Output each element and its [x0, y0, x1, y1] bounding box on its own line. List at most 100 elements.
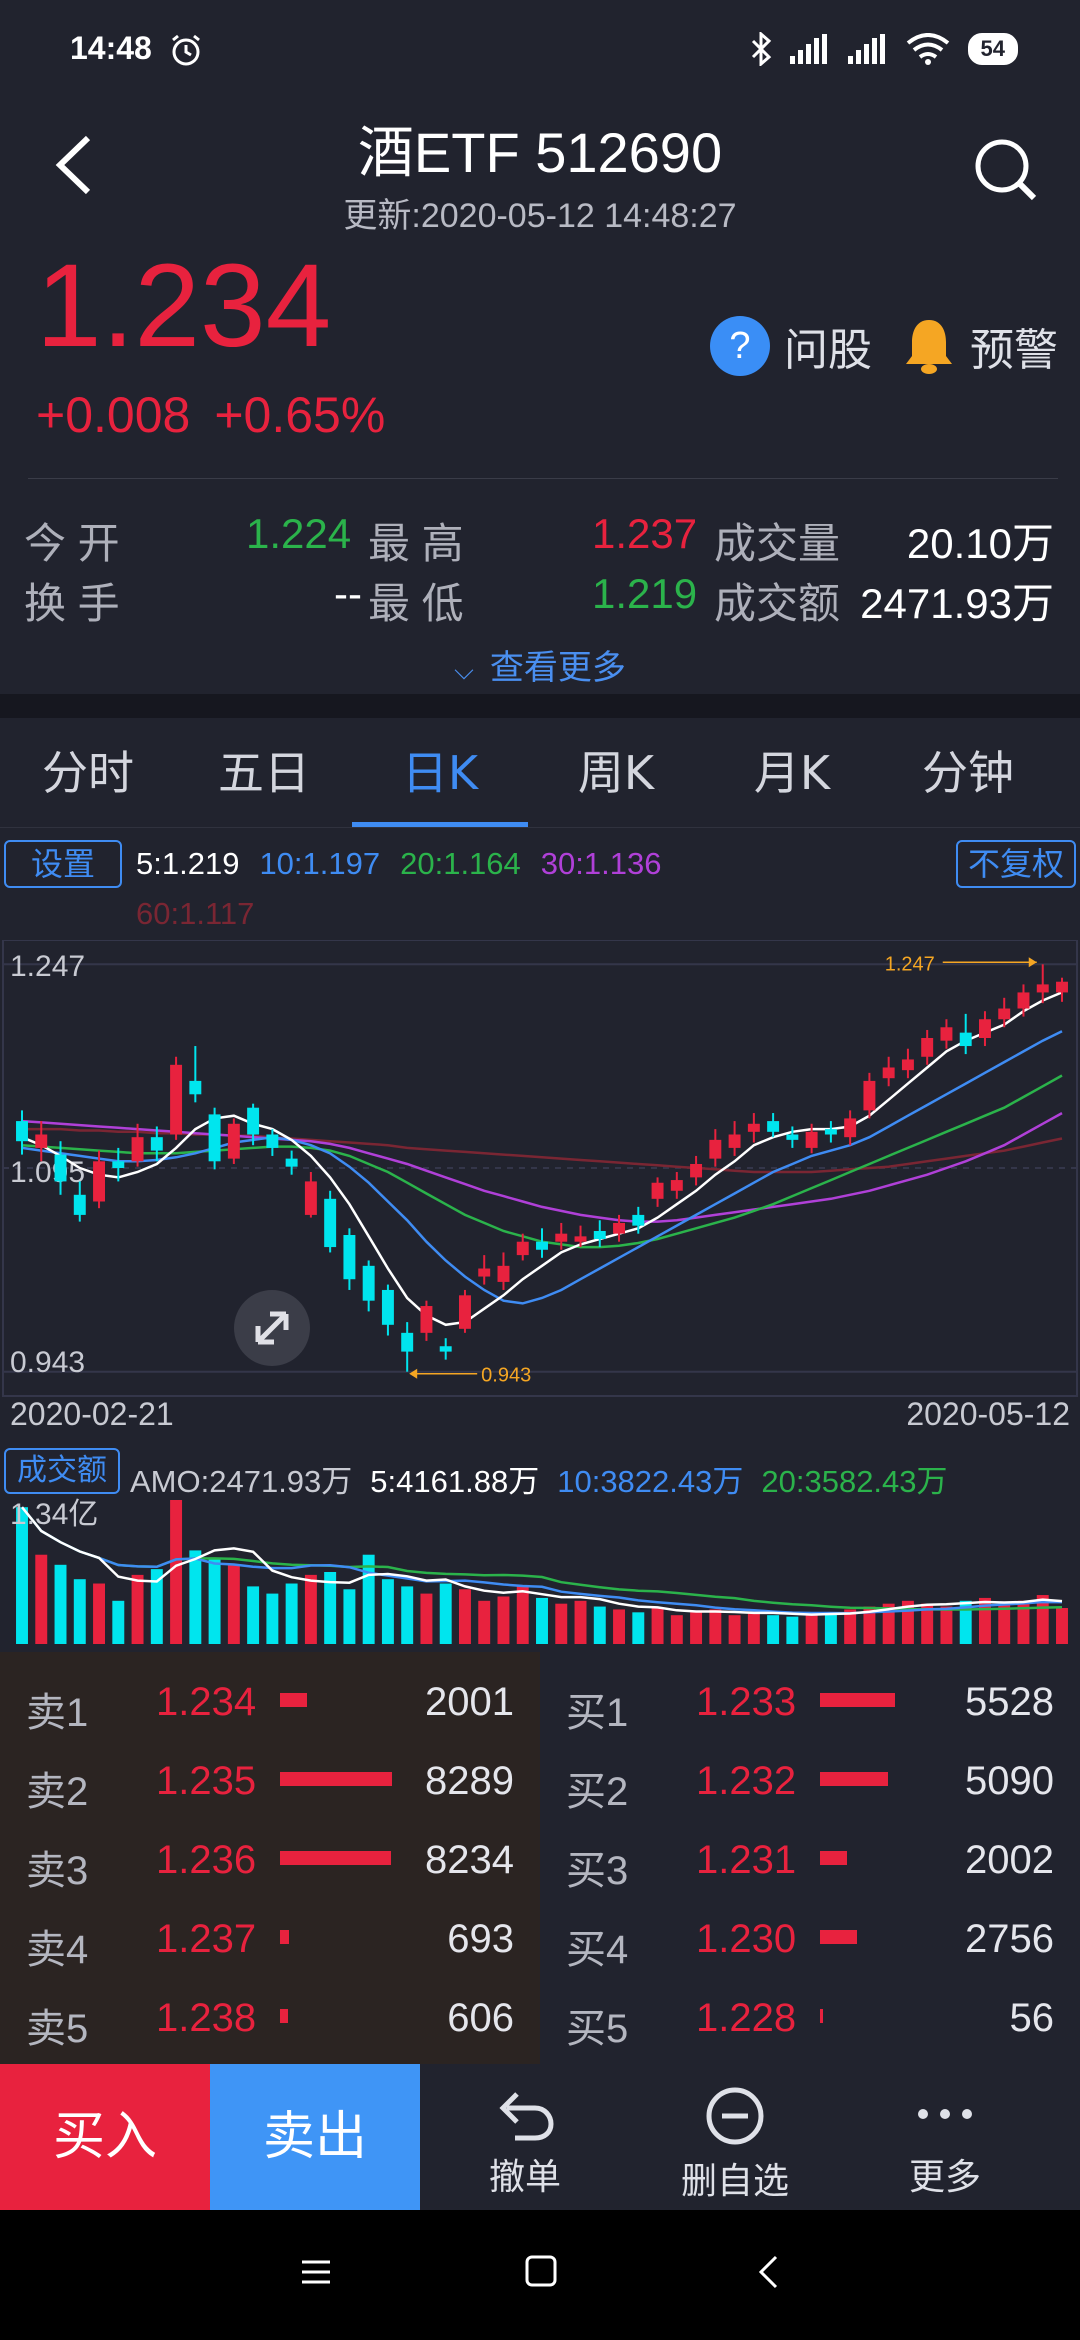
candle-body	[728, 1134, 741, 1148]
menu-icon[interactable]	[300, 2256, 332, 2288]
signal-icon	[789, 34, 827, 64]
candle-body	[844, 1118, 857, 1138]
view-more-link[interactable]: ⌵ 查看更多	[0, 640, 1080, 689]
candle-body	[16, 1121, 28, 1142]
buy-level-label: 买1	[566, 1691, 629, 1735]
buy-order-row[interactable]: 买2 1.232 5090	[540, 1739, 1080, 1818]
amount-bar	[420, 1593, 433, 1644]
fullscreen-toggle-icon[interactable]	[234, 1290, 310, 1366]
amount-bar	[690, 1612, 703, 1644]
sell-order-row[interactable]: 卖3 1.236 8234	[0, 1818, 540, 1897]
question-icon: ?	[710, 316, 770, 376]
turnover-value: --	[334, 570, 362, 617]
tab-monthly-k[interactable]: 月K	[753, 746, 831, 800]
buy-order-row[interactable]: 买4 1.230 2756	[540, 1897, 1080, 1976]
amount-bar	[497, 1596, 510, 1644]
high-label: 最 高	[368, 520, 464, 567]
home-icon[interactable]	[524, 2254, 558, 2288]
amount-bar	[170, 1500, 183, 1644]
y-tick-label: 0.943	[10, 1346, 85, 1379]
candle-body	[324, 1198, 337, 1248]
amount-bar	[304, 1574, 317, 1644]
low-marker-arrow	[409, 1368, 418, 1379]
buy-button[interactable]: 买入	[0, 2064, 210, 2210]
amount-bar	[112, 1600, 125, 1644]
amount-bar	[863, 1606, 876, 1644]
ma5-value: 5:1.219	[136, 846, 240, 881]
price-alert-button[interactable]: 预警	[902, 314, 1058, 378]
sell-order-row[interactable]: 卖2 1.235 8289	[0, 1739, 540, 1818]
amount-indicator-button[interactable]: 成交额	[4, 1448, 120, 1494]
amount-bar	[189, 1550, 202, 1644]
sell-button[interactable]: 卖出	[210, 2064, 420, 2210]
sell-order-row[interactable]: 卖4 1.237 693	[0, 1897, 540, 1976]
divider	[28, 478, 1058, 479]
candle-body	[632, 1214, 645, 1226]
candle-body	[555, 1233, 568, 1242]
amount-axis-label: 1.34亿	[10, 1498, 98, 1531]
candle-body	[93, 1161, 106, 1202]
back-icon[interactable]	[756, 2254, 780, 2290]
candle-body	[940, 1027, 953, 1041]
buy-order-row[interactable]: 买5 1.228 56	[540, 1976, 1080, 2055]
amount-bar	[901, 1600, 914, 1644]
sell-price: 1.236	[156, 1838, 257, 1882]
buy-volume-bar	[820, 1930, 857, 1944]
ma5-line	[21, 991, 1063, 1327]
amount-bar	[921, 1603, 934, 1644]
candle-body	[35, 1134, 48, 1148]
amount-bar	[767, 1615, 780, 1644]
amount-bar	[1017, 1600, 1030, 1644]
amount-bar	[536, 1597, 548, 1644]
candle-body	[1036, 984, 1049, 993]
cancel-order-button[interactable]: 撤单	[420, 2064, 630, 2210]
candle-body	[998, 1008, 1011, 1020]
price-alert-label: 预警	[970, 325, 1058, 376]
amount-bar	[35, 1554, 48, 1644]
buy-level-label: 买5	[566, 2007, 629, 2051]
sell-order-row[interactable]: 卖5 1.238 606	[0, 1976, 540, 2055]
adjust-button[interactable]: 不复权	[956, 840, 1076, 888]
remove-watchlist-label: 删自选	[680, 2161, 789, 2202]
amount-bar	[73, 1579, 86, 1644]
update-time: 更新:2020-05-12 14:48:27	[343, 197, 737, 235]
buy-order-row[interactable]: 买3 1.231 2002	[540, 1818, 1080, 1897]
more-label: 更多	[908, 2157, 981, 2198]
amount-bar	[247, 1586, 260, 1644]
candle-body	[767, 1121, 780, 1132]
amount-ma5-line	[21, 1506, 1063, 1616]
more-button[interactable]: 更多	[840, 2064, 1050, 2210]
amount-values: AMO:2471.93万 5:4161.88万 10:3822.43万 20:3…	[130, 1456, 948, 1501]
amount-bar	[266, 1593, 279, 1644]
system-nav-bar	[0, 2210, 1080, 2340]
tab-weekly-k[interactable]: 周K	[577, 746, 655, 800]
remove-watchlist-button[interactable]: 删自选	[630, 2064, 840, 2210]
tab-daily-k[interactable]: 日K	[352, 718, 528, 827]
buy-volume-bar	[820, 2009, 823, 2023]
amount-bar	[728, 1615, 741, 1644]
bluetooth-icon	[751, 32, 771, 66]
buy-order-row[interactable]: 买1 1.233 5528	[540, 1660, 1080, 1739]
sell-level-label: 卖3	[26, 1849, 89, 1893]
volume-value: 20.10万	[906, 520, 1054, 567]
amount-chart: 1.34亿	[10, 1498, 1068, 1644]
ask-stock-button[interactable]: ? 问股	[710, 314, 872, 378]
search-icon[interactable]	[972, 136, 1038, 202]
candle-body	[786, 1134, 799, 1140]
candlestick-chart[interactable]: 1.247 1.095 0.943 1.247 0.943	[0, 940, 1080, 1400]
tab-minute[interactable]: 分钟	[922, 746, 1014, 800]
tab-intraday[interactable]: 分时	[42, 746, 134, 800]
amount-bar	[632, 1612, 645, 1644]
buy-volume-bar	[820, 1693, 896, 1707]
change-percent: +0.65%	[214, 387, 386, 443]
candle-body	[1056, 981, 1068, 993]
back-arrow-icon[interactable]	[52, 132, 96, 198]
tab-five-day[interactable]: 五日	[218, 746, 310, 800]
sell-order-row[interactable]: 卖1 1.234 2001	[0, 1660, 540, 1739]
candle-body	[439, 1346, 452, 1352]
candle-body	[613, 1222, 626, 1234]
sell-volume-bar	[280, 1693, 307, 1707]
amount-bar	[54, 1564, 67, 1644]
sell-price: 1.238	[156, 1996, 257, 2040]
chart-settings-button[interactable]: 设置	[4, 840, 122, 888]
